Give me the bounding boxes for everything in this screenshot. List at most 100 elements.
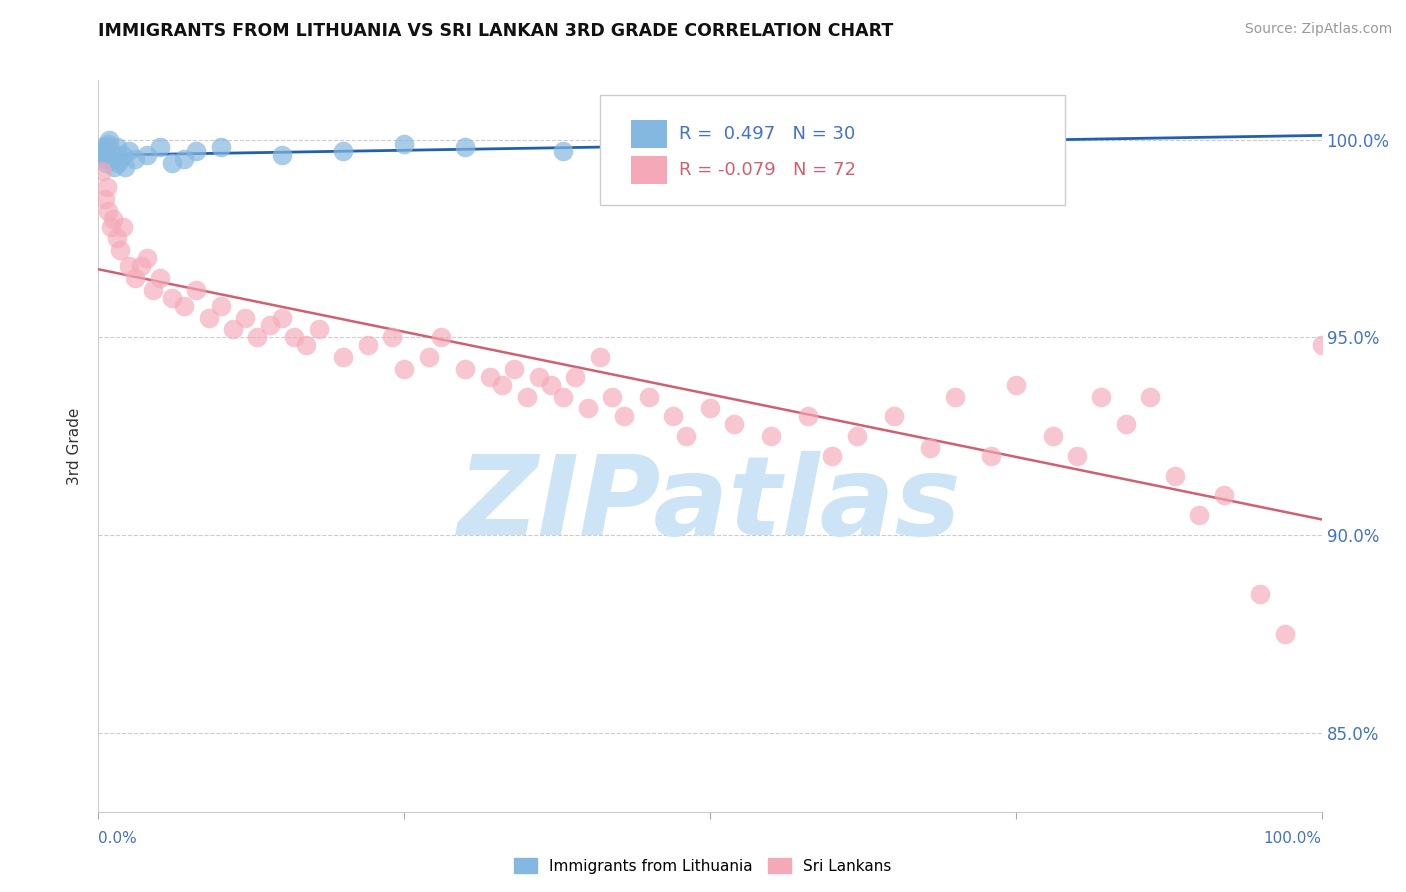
Point	[943, 390, 966, 404]
Point	[105, 231, 128, 245]
Point	[723, 417, 745, 432]
Point	[129, 259, 152, 273]
Point	[478, 369, 501, 384]
Point	[883, 409, 905, 424]
Point	[1164, 468, 1187, 483]
Point	[246, 330, 269, 344]
Point	[600, 390, 623, 404]
Point	[503, 362, 526, 376]
Point	[1115, 417, 1137, 432]
Point	[1310, 338, 1333, 352]
Point	[675, 429, 697, 443]
Point	[118, 259, 141, 273]
Point	[97, 136, 120, 151]
Point	[100, 219, 122, 234]
Point	[149, 271, 172, 285]
Point	[94, 156, 117, 170]
Point	[454, 140, 477, 154]
Bar	[630, 156, 668, 184]
Point	[516, 390, 538, 404]
Point	[589, 350, 612, 364]
Point	[430, 330, 453, 344]
Point	[1250, 587, 1272, 601]
Point	[101, 148, 124, 162]
Text: 100.0%: 100.0%	[1264, 831, 1322, 846]
Point	[270, 148, 294, 162]
Point	[124, 271, 146, 285]
Point	[845, 429, 868, 443]
Point	[93, 192, 115, 206]
Point	[173, 153, 195, 167]
Point	[197, 310, 219, 325]
Point	[564, 369, 586, 384]
Point	[576, 401, 599, 416]
Point	[124, 153, 146, 167]
Point	[1090, 390, 1112, 404]
Point	[105, 140, 128, 154]
Point	[96, 140, 118, 154]
Point	[381, 330, 404, 344]
Point	[142, 283, 165, 297]
Point	[103, 161, 125, 175]
Point	[110, 244, 132, 258]
Text: ZIPatlas: ZIPatlas	[458, 451, 962, 558]
Point	[980, 449, 1002, 463]
Point	[638, 390, 661, 404]
Point	[308, 322, 330, 336]
Y-axis label: 3rd Grade: 3rd Grade	[67, 408, 83, 484]
Point	[149, 140, 172, 154]
Point	[356, 338, 378, 352]
Point	[553, 390, 575, 404]
Point	[295, 338, 318, 352]
Point	[1188, 508, 1211, 523]
Text: R =  0.497   N = 30: R = 0.497 N = 30	[679, 125, 856, 143]
Point	[491, 377, 513, 392]
Point	[392, 136, 416, 151]
Point	[283, 330, 305, 344]
Point	[527, 369, 550, 384]
Point	[100, 153, 122, 167]
Point	[332, 145, 354, 159]
Point	[91, 164, 114, 178]
Text: IMMIGRANTS FROM LITHUANIA VS SRI LANKAN 3RD GRADE CORRELATION CHART: IMMIGRANTS FROM LITHUANIA VS SRI LANKAN …	[98, 22, 894, 40]
Point	[90, 140, 112, 154]
Point	[540, 377, 562, 392]
Point	[699, 401, 721, 416]
Point	[111, 148, 134, 162]
Point	[101, 211, 124, 226]
Point	[392, 362, 416, 376]
Point	[553, 145, 575, 159]
Point	[186, 145, 208, 159]
Point	[222, 322, 245, 336]
Point	[160, 291, 183, 305]
Point	[259, 318, 281, 333]
Point	[1004, 377, 1026, 392]
FancyBboxPatch shape	[600, 95, 1064, 204]
Point	[173, 299, 195, 313]
Point	[332, 350, 354, 364]
Point	[454, 362, 477, 376]
Point	[1212, 488, 1234, 502]
Point	[160, 156, 183, 170]
Point	[111, 219, 134, 234]
Point	[186, 283, 208, 297]
Point	[107, 156, 129, 170]
Point	[91, 145, 114, 159]
Point	[110, 153, 132, 167]
Point	[821, 449, 844, 463]
Point	[1274, 627, 1296, 641]
Point	[209, 299, 232, 313]
Point	[662, 409, 685, 424]
Point	[101, 145, 124, 159]
Point	[1066, 449, 1088, 463]
Text: R = -0.079   N = 72: R = -0.079 N = 72	[679, 161, 856, 179]
Point	[1042, 429, 1064, 443]
Point	[209, 140, 232, 154]
Point	[136, 251, 159, 265]
Point	[233, 310, 256, 325]
Point	[761, 429, 783, 443]
Point	[136, 148, 159, 162]
Point	[96, 180, 118, 194]
Text: Source: ZipAtlas.com: Source: ZipAtlas.com	[1244, 22, 1392, 37]
Point	[93, 153, 115, 167]
